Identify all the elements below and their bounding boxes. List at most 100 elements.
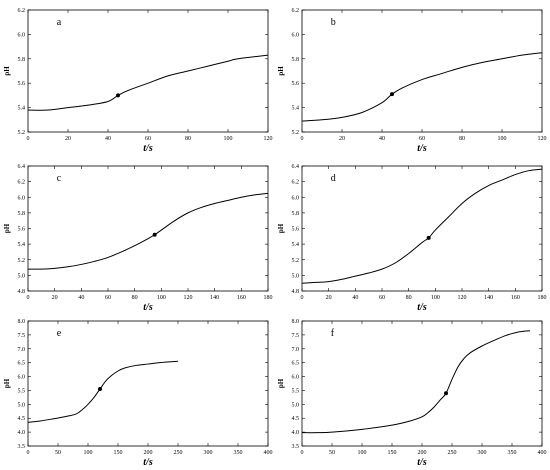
y-tick-label: 5.0 [292,402,300,408]
x-tick-label: 180 [264,295,273,301]
x-tick-label: 0 [27,136,30,142]
y-tick-label: 5.5 [18,388,26,394]
y-tick-label: 6.0 [18,375,26,381]
y-axis-label: pH [3,378,11,388]
y-tick-label: 5.8 [18,211,26,217]
x-tick-label: 400 [538,450,547,456]
y-tick-label: 6.5 [18,361,26,367]
plot-frame [27,320,269,447]
x-tick-label: 40 [379,136,385,142]
y-tick-label: 5.4 [292,106,300,112]
y-tick-label: 8.0 [18,319,26,325]
panel-c: 0 20 40 60 80 100 120 140 160 180 4.8 5.0 5.2 5.4 5.6 5… [3,164,273,313]
x-tick-label: 80 [406,295,412,301]
x-tick-label: 120 [184,295,193,301]
x-tick-label: 40 [352,295,358,301]
x-tick-label: 60 [379,295,385,301]
ph-curve [301,330,531,434]
y-tick-label: 4.5 [292,416,300,422]
panel-f: 0 50 100 150 200 250 300 350 400 3.5 4.0 4.5 5.0 5.5 6… [277,319,547,468]
y-tick-label: 3.5 [292,444,300,450]
y-tick-label: 6.2 [18,180,26,186]
y-tick-label: 5.6 [18,227,26,233]
y-tick-label: 4.8 [292,289,300,295]
x-tick-label: 0 [301,450,304,456]
y-tick-label: 5.0 [18,402,26,408]
x-tick-label: 250 [174,450,183,456]
x-tick-label: 80 [132,295,138,301]
x-tick-label: 60 [145,136,151,142]
y-tick-label: 6.0 [292,195,300,201]
x-tick-label: 150 [114,450,123,456]
x-tick-label: 0 [301,136,304,142]
panel-label: b [331,17,336,28]
x-tick-label: 40 [78,295,84,301]
panel-b: 0 20 40 60 80 100 120 5.2 5.4 5.6 5.8 6.0 6.2 t/s pH b [277,8,547,154]
y-tick-label: 6.0 [292,375,300,381]
panel-label: f [331,328,335,339]
y-axis-label: pH [3,66,11,76]
y-axis-label: pH [277,378,285,388]
y-tick-label: 6.5 [292,361,300,367]
panel-label: e [57,328,62,339]
y-tick-label: 5.8 [18,57,26,63]
x-tick-label: 50 [55,450,61,456]
x-tick-label: 160 [511,295,520,301]
x-tick-label: 20 [52,295,58,301]
plot-frame [301,9,543,133]
panel-label: c [57,173,62,184]
panel-a: 0 20 40 60 80 100 120 5.2 5.4 5.6 5.8 6.0 6.2 t/s pH a [3,8,273,154]
y-tick-label: 4.0 [292,430,300,436]
y-tick-label: 6.0 [18,32,26,38]
y-axis-label: pH [277,66,285,76]
x-tick-label: 400 [264,450,273,456]
x-tick-label: 300 [478,450,487,456]
x-tick-label: 60 [105,295,111,301]
x-tick-label: 0 [27,450,30,456]
panel-label: a [57,17,62,28]
equivalence-point-marker [426,235,431,240]
x-tick-label: 0 [27,295,30,301]
y-tick-label: 5.0 [292,273,300,279]
ph-curve [27,192,269,270]
ph-curve [301,168,543,284]
equivalence-point-marker [390,92,394,97]
x-tick-label: 100 [84,450,93,456]
y-tick-label: 5.2 [292,130,300,136]
y-tick-label: 6.4 [292,164,300,170]
y-tick-label: 5.8 [292,211,300,217]
x-tick-label: 250 [448,450,457,456]
x-tick-label: 100 [224,136,233,142]
equivalence-point-marker [152,232,157,237]
x-tick-label: 20 [339,136,345,142]
x-tick-label: 100 [157,295,166,301]
plot-frame [27,9,269,133]
y-tick-label: 3.5 [18,444,26,450]
y-tick-label: 8.0 [292,319,300,325]
x-axis-label: t/s [417,143,427,154]
x-tick-label: 50 [329,450,335,456]
y-tick-label: 5.5 [292,388,300,394]
x-tick-label: 100 [358,450,367,456]
x-tick-label: 20 [326,295,332,301]
x-axis-label: t/s [417,457,427,468]
x-tick-label: 150 [388,450,397,456]
x-tick-label: 160 [237,295,246,301]
x-tick-label: 200 [418,450,427,456]
plot-frame [27,165,269,292]
y-tick-label: 6.2 [18,8,26,14]
panel-d: 0 20 40 60 80 100 120 140 160 180 4.8 5.0 5.2 5.4 5.6 5… [277,164,547,313]
y-tick-label: 6.0 [18,195,26,201]
y-tick-label: 7.5 [18,333,26,339]
y-tick-label: 7.0 [292,347,300,353]
y-tick-label: 7.5 [292,333,300,339]
y-tick-label: 5.2 [292,258,300,264]
x-tick-label: 80 [459,136,465,142]
ph-curve [27,360,179,423]
y-tick-label: 5.4 [18,106,26,112]
x-tick-label: 40 [105,136,111,142]
x-tick-label: 350 [508,450,517,456]
x-axis-label: t/s [143,143,153,154]
x-tick-label: 180 [538,295,547,301]
